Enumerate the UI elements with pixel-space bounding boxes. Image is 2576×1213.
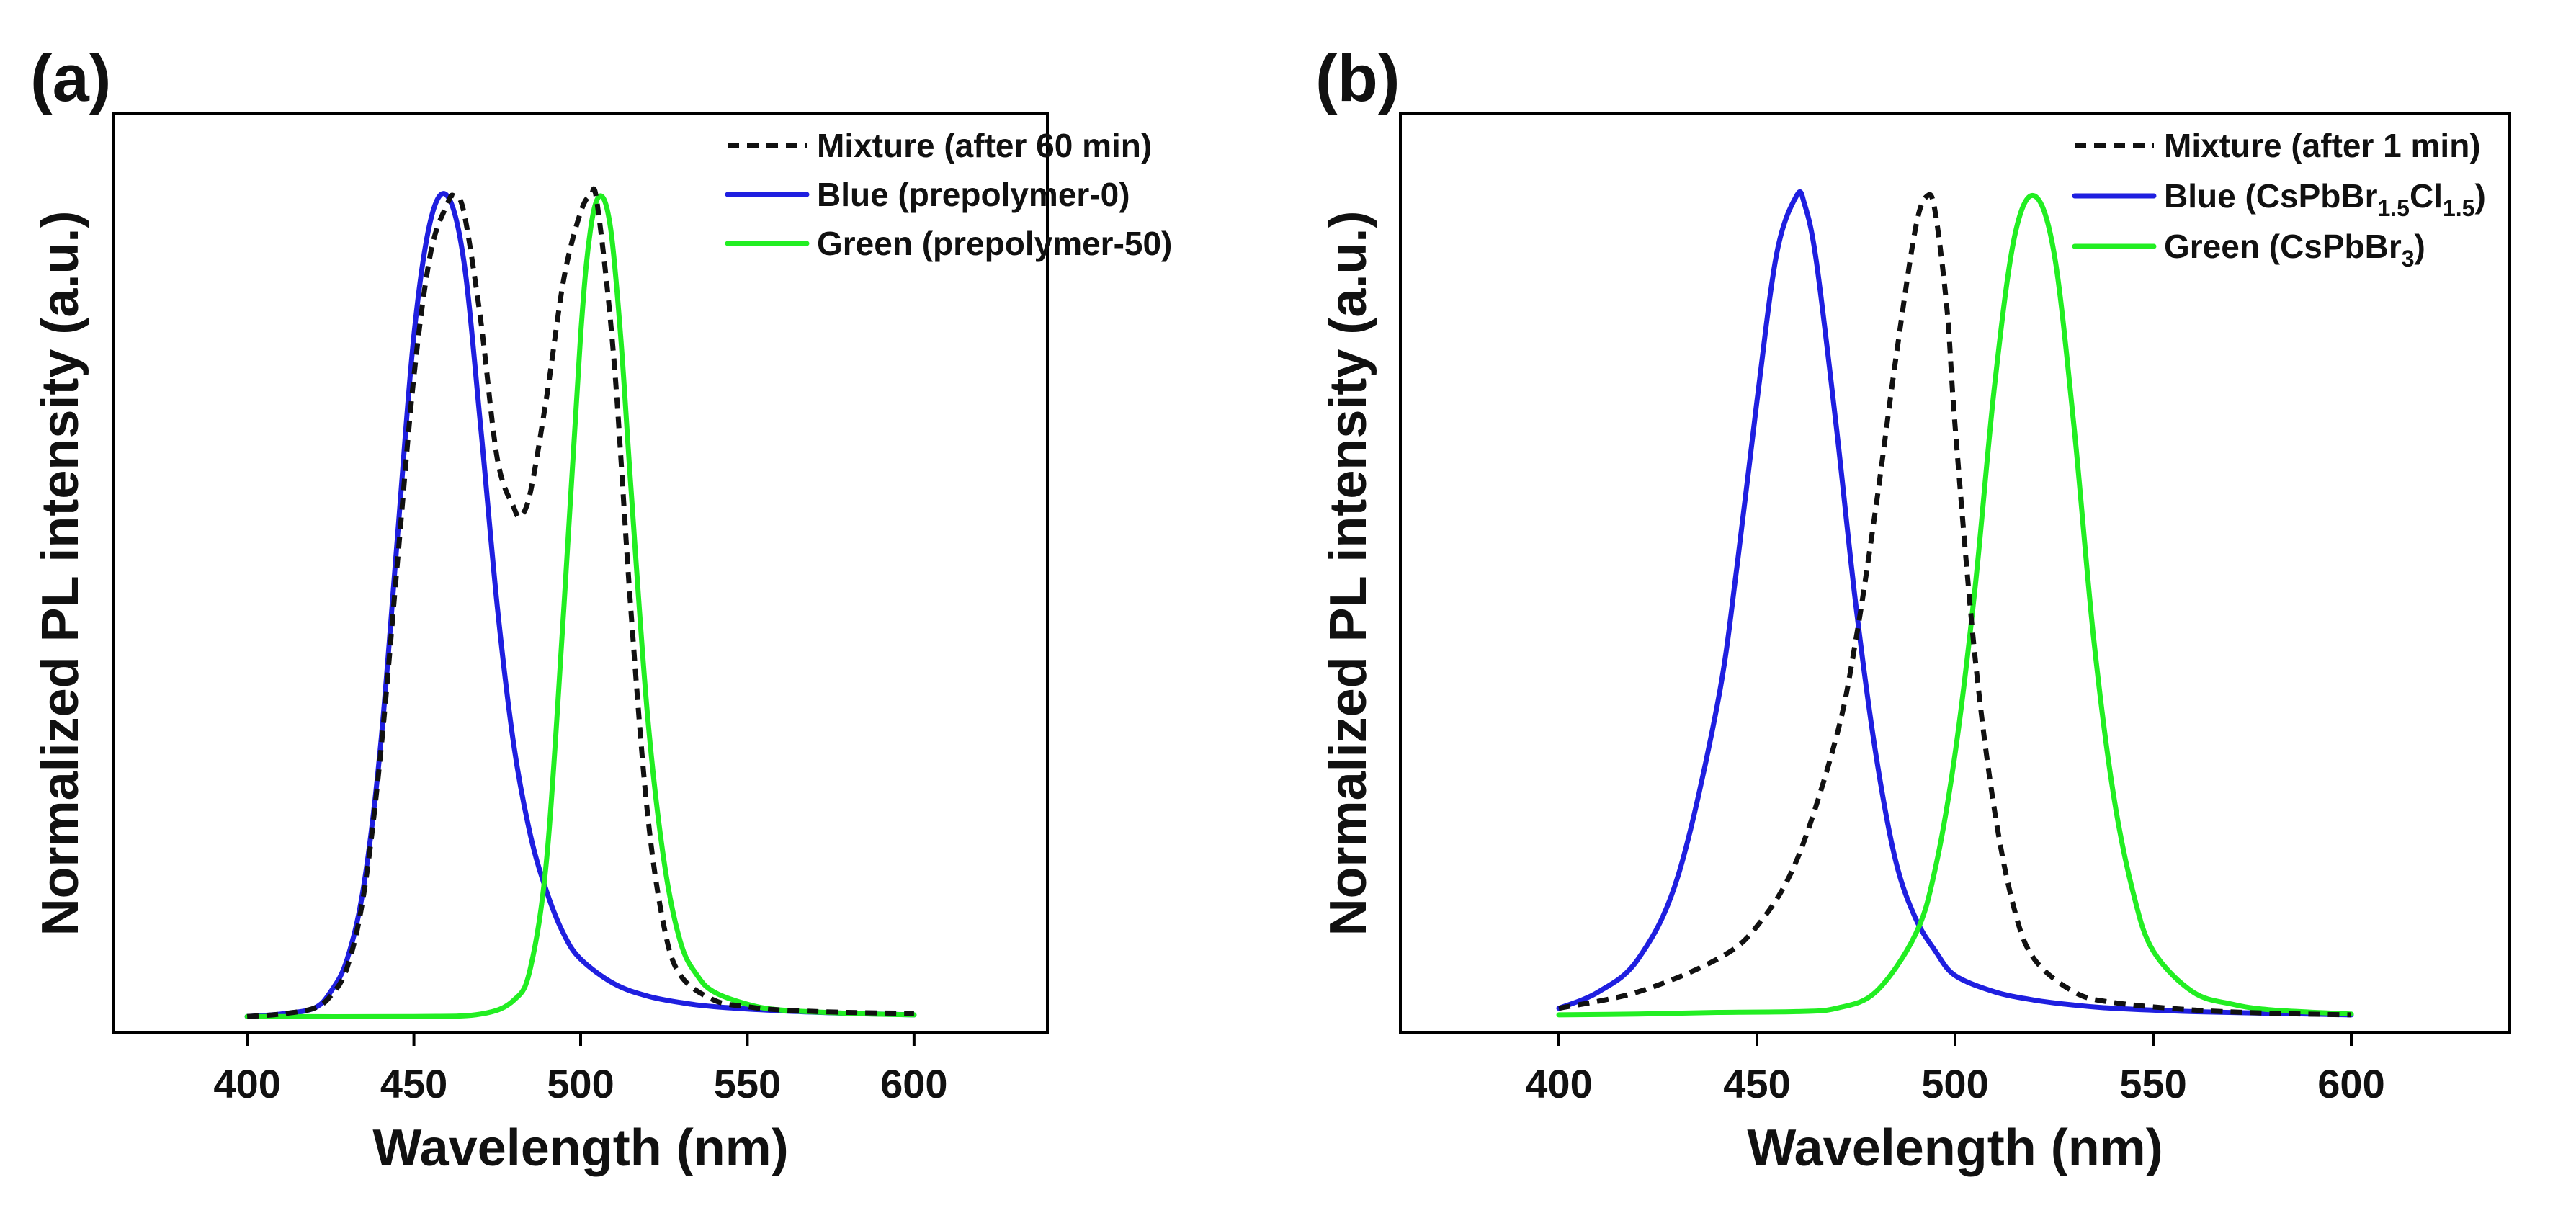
panel-a: (a) 400 450 500 550 600 Wavelength (nm) Normali…: [30, 42, 1172, 1177]
x-tick-label: 600: [880, 1061, 947, 1106]
legend-label-part: Mixture (after 1 min): [2164, 127, 2481, 164]
x-tick-label: 500: [1921, 1061, 1988, 1106]
x-tick-label: 550: [2119, 1061, 2186, 1106]
x-tick-label: 500: [547, 1061, 614, 1106]
legend-label-mixture: Mixture (after 60 min): [817, 127, 1152, 164]
panel-b: (b) 400 450 500 550 600 Wavelength (nm) Normali…: [1315, 42, 2511, 1177]
legend: Mixture (after 1 min)Blue (CsPbBr1.5Cl1.…: [2072, 127, 2486, 272]
legend-label-part: ): [2474, 177, 2485, 215]
series-line-mixture: [1558, 192, 2352, 1018]
legend-label-part: Blue (prepolymer-0): [817, 176, 1130, 213]
x-tick-label: 550: [714, 1061, 781, 1106]
legend-label-part: Cl: [2410, 177, 2443, 215]
panel-label: (a): [30, 42, 111, 115]
series-line-green: [1556, 192, 2354, 1018]
legend-label-part: Mixture (after 60 min): [817, 127, 1152, 164]
series-line-blue: [1556, 189, 2354, 1018]
y-axis-title: Normalized PL intensity (a.u.): [1320, 211, 1377, 936]
panel-label: (b): [1315, 42, 1400, 115]
legend-label-part: Green (prepolymer-50): [817, 225, 1172, 262]
legend-label-green: Green (CsPbBr3): [2164, 228, 2425, 272]
legend-label-blue: Blue (prepolymer-0): [817, 176, 1130, 213]
legend-label-part: Blue (CsPbBr: [2164, 177, 2378, 215]
legend-label-green: Green (prepolymer-50): [817, 225, 1172, 262]
legend-label-part: Green (CsPbBr: [2164, 228, 2402, 265]
x-axis-title: Wavelength (nm): [1747, 1119, 2163, 1177]
legend: Mixture (after 60 min) Blue (prepolymer-0…: [725, 127, 1172, 262]
x-tick-label: 400: [1525, 1061, 1592, 1106]
x-tick-label: 600: [2317, 1061, 2384, 1106]
x-tick-label: 450: [1723, 1061, 1790, 1106]
legend-label-part: 1.5: [2443, 195, 2474, 221]
legend-label-mixture: Mixture (after 1 min): [2164, 127, 2481, 164]
legend-label-part: 3: [2402, 246, 2415, 272]
x-tick-label: 450: [380, 1061, 447, 1106]
legend-label-blue: Blue (CsPbBr1.5Cl1.5): [2164, 177, 2486, 221]
legend-label-part: 1.5: [2377, 195, 2409, 221]
curves: [244, 186, 917, 1019]
x-axis-title: Wavelength (nm): [372, 1119, 788, 1177]
legend-label-part: ): [2415, 228, 2425, 265]
y-axis-title: Normalized PL intensity (a.u.): [32, 211, 89, 936]
series-line-green: [244, 193, 917, 1019]
x-tick-label: 400: [213, 1061, 280, 1106]
series-line-mixture: [246, 186, 914, 1019]
curves: [1556, 189, 2354, 1018]
